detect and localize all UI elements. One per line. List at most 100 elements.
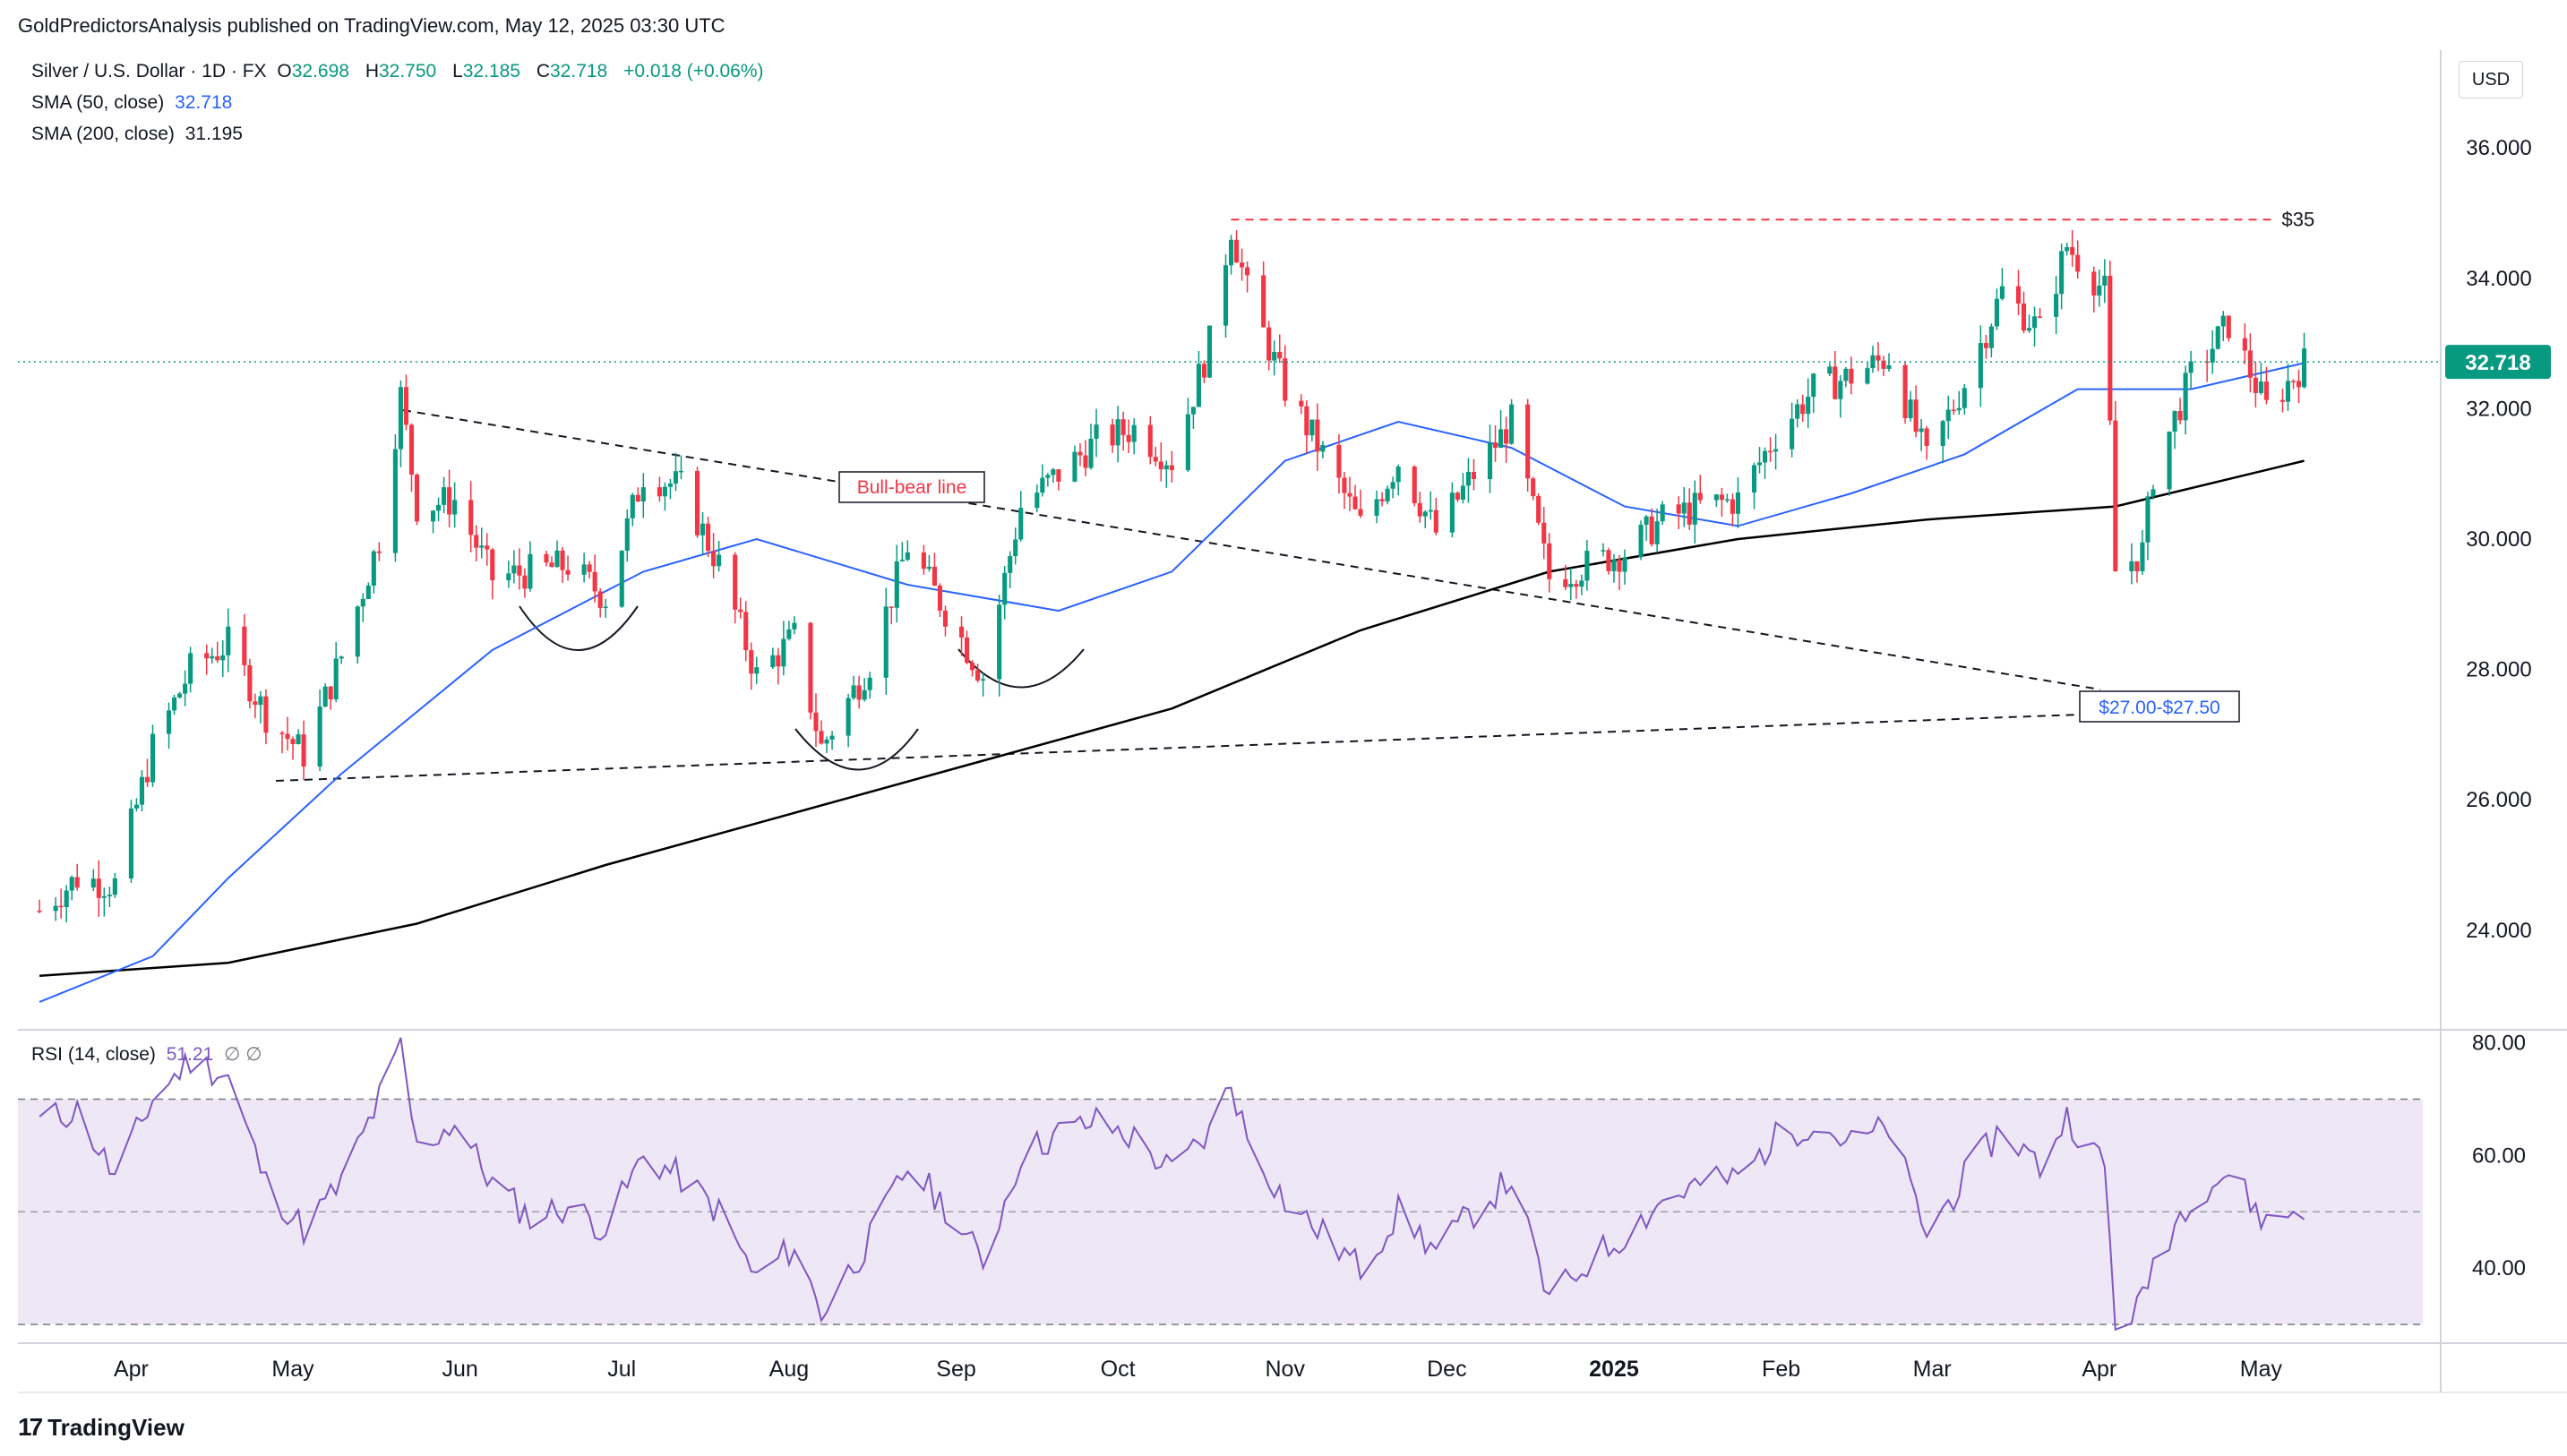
candle-body [1730,499,1735,514]
candle-body [1120,419,1126,435]
rsi-tick-label: 80.00 [2472,1032,2526,1056]
candle-body [749,650,754,674]
candle-body [1040,477,1045,493]
candle-body [1013,539,1018,557]
candle-body [398,387,403,450]
tradingview-brand: TradingView [47,1413,185,1441]
candle-body [781,638,786,667]
candle-body [630,494,635,518]
candle-body [1395,467,1401,483]
candle-body [1681,502,1687,514]
candle-body [355,606,360,657]
candle-body [2054,294,2059,317]
candle-body [2059,251,2065,295]
legend-symbol: Silver / U.S. Dollar · 1D · FX [31,61,267,81]
candle-body [905,552,910,561]
candle-body [1983,343,1988,348]
candle-body [1563,578,1568,587]
candle-body [1886,364,1892,369]
candle-body [1234,239,1240,263]
candle-body [414,474,420,522]
candle-body [215,655,220,661]
tradingview-logo[interactable]: 17 TradingView [18,1413,185,1442]
candle-body [1412,467,1417,503]
candle-body [2091,271,2097,296]
candle-body [889,606,894,608]
candle-body [1876,355,1881,361]
candle-body [1756,462,1763,466]
candle-body [1622,557,1627,572]
candle-body [1806,397,1811,415]
candle-body [894,561,899,608]
candle-body [1536,496,1541,523]
candle-body [1795,404,1800,419]
candle-body [1008,556,1013,573]
candle-body [1115,419,1120,446]
price-tick-label: 26.000 [2466,788,2531,812]
candle-body [819,731,824,744]
candle-body [1196,364,1201,407]
candle-body [1800,404,1806,415]
candle-body [1261,275,1266,328]
candle-body [1735,492,1740,514]
candle-body [2285,381,2291,402]
candle-body [376,551,382,553]
legend-rsi: RSI (14, close) 51.21 ∅ ∅ [31,1043,268,1066]
support-zone-label: $27.00-$27.50 [2079,690,2240,723]
candle-body [436,504,442,511]
candle-body [921,552,926,570]
candle-body [700,523,706,535]
candle-body [1644,516,1649,525]
candle-body [754,667,760,674]
price-tick-label: 30.000 [2466,527,2531,552]
currency-button[interactable]: USD [2459,61,2523,98]
candle-body [975,670,981,681]
candle-body [2215,326,2220,349]
candle-body [253,701,258,706]
candle-body [1035,492,1040,509]
candle-body [603,606,608,609]
candle-body [1649,516,1654,544]
candle-body [2021,303,2027,331]
rsi-tick-label: 60.00 [2472,1143,2526,1168]
candle-body [1999,286,2005,299]
candle-body [183,683,188,694]
candle-body [1465,472,1471,486]
candle-body [1838,381,1843,399]
candle-body [970,663,975,671]
candle-body [1601,550,1606,552]
rsi-extra: ∅ ∅ [224,1044,262,1065]
candle-body [554,550,560,568]
candle-body [2172,410,2177,433]
candle-body [1153,457,1158,462]
legend-open-label: O [277,61,292,81]
candle-body [2113,420,2118,572]
rsi-value: 51.21 [166,1044,214,1065]
candle-body [1390,482,1395,489]
candle-body [2145,496,2151,543]
candle-body [1713,494,1719,501]
candle-body [2296,381,2302,388]
candle-body [1962,388,1967,408]
candle-body [1358,509,1363,516]
rsi-axis: 40.00 60.00 80.00 [2472,1032,2526,1281]
candle-body [2070,247,2075,255]
candle-body [1492,442,1498,449]
candle-body [468,500,474,535]
candle-body [1379,499,1385,501]
candle-body [846,698,851,736]
candle-body [581,564,587,575]
candle-body [824,739,829,744]
candle-body [2167,432,2172,490]
candle-body [1924,428,1929,446]
candle-body [1945,409,1951,422]
candle-body [2038,316,2043,318]
candle-body [144,776,150,783]
candle-body [565,570,571,575]
candle-body [1417,502,1422,517]
candle-body [333,658,339,699]
candle-body [851,685,856,698]
candle-body [1617,559,1622,572]
candle-body [1692,492,1697,525]
